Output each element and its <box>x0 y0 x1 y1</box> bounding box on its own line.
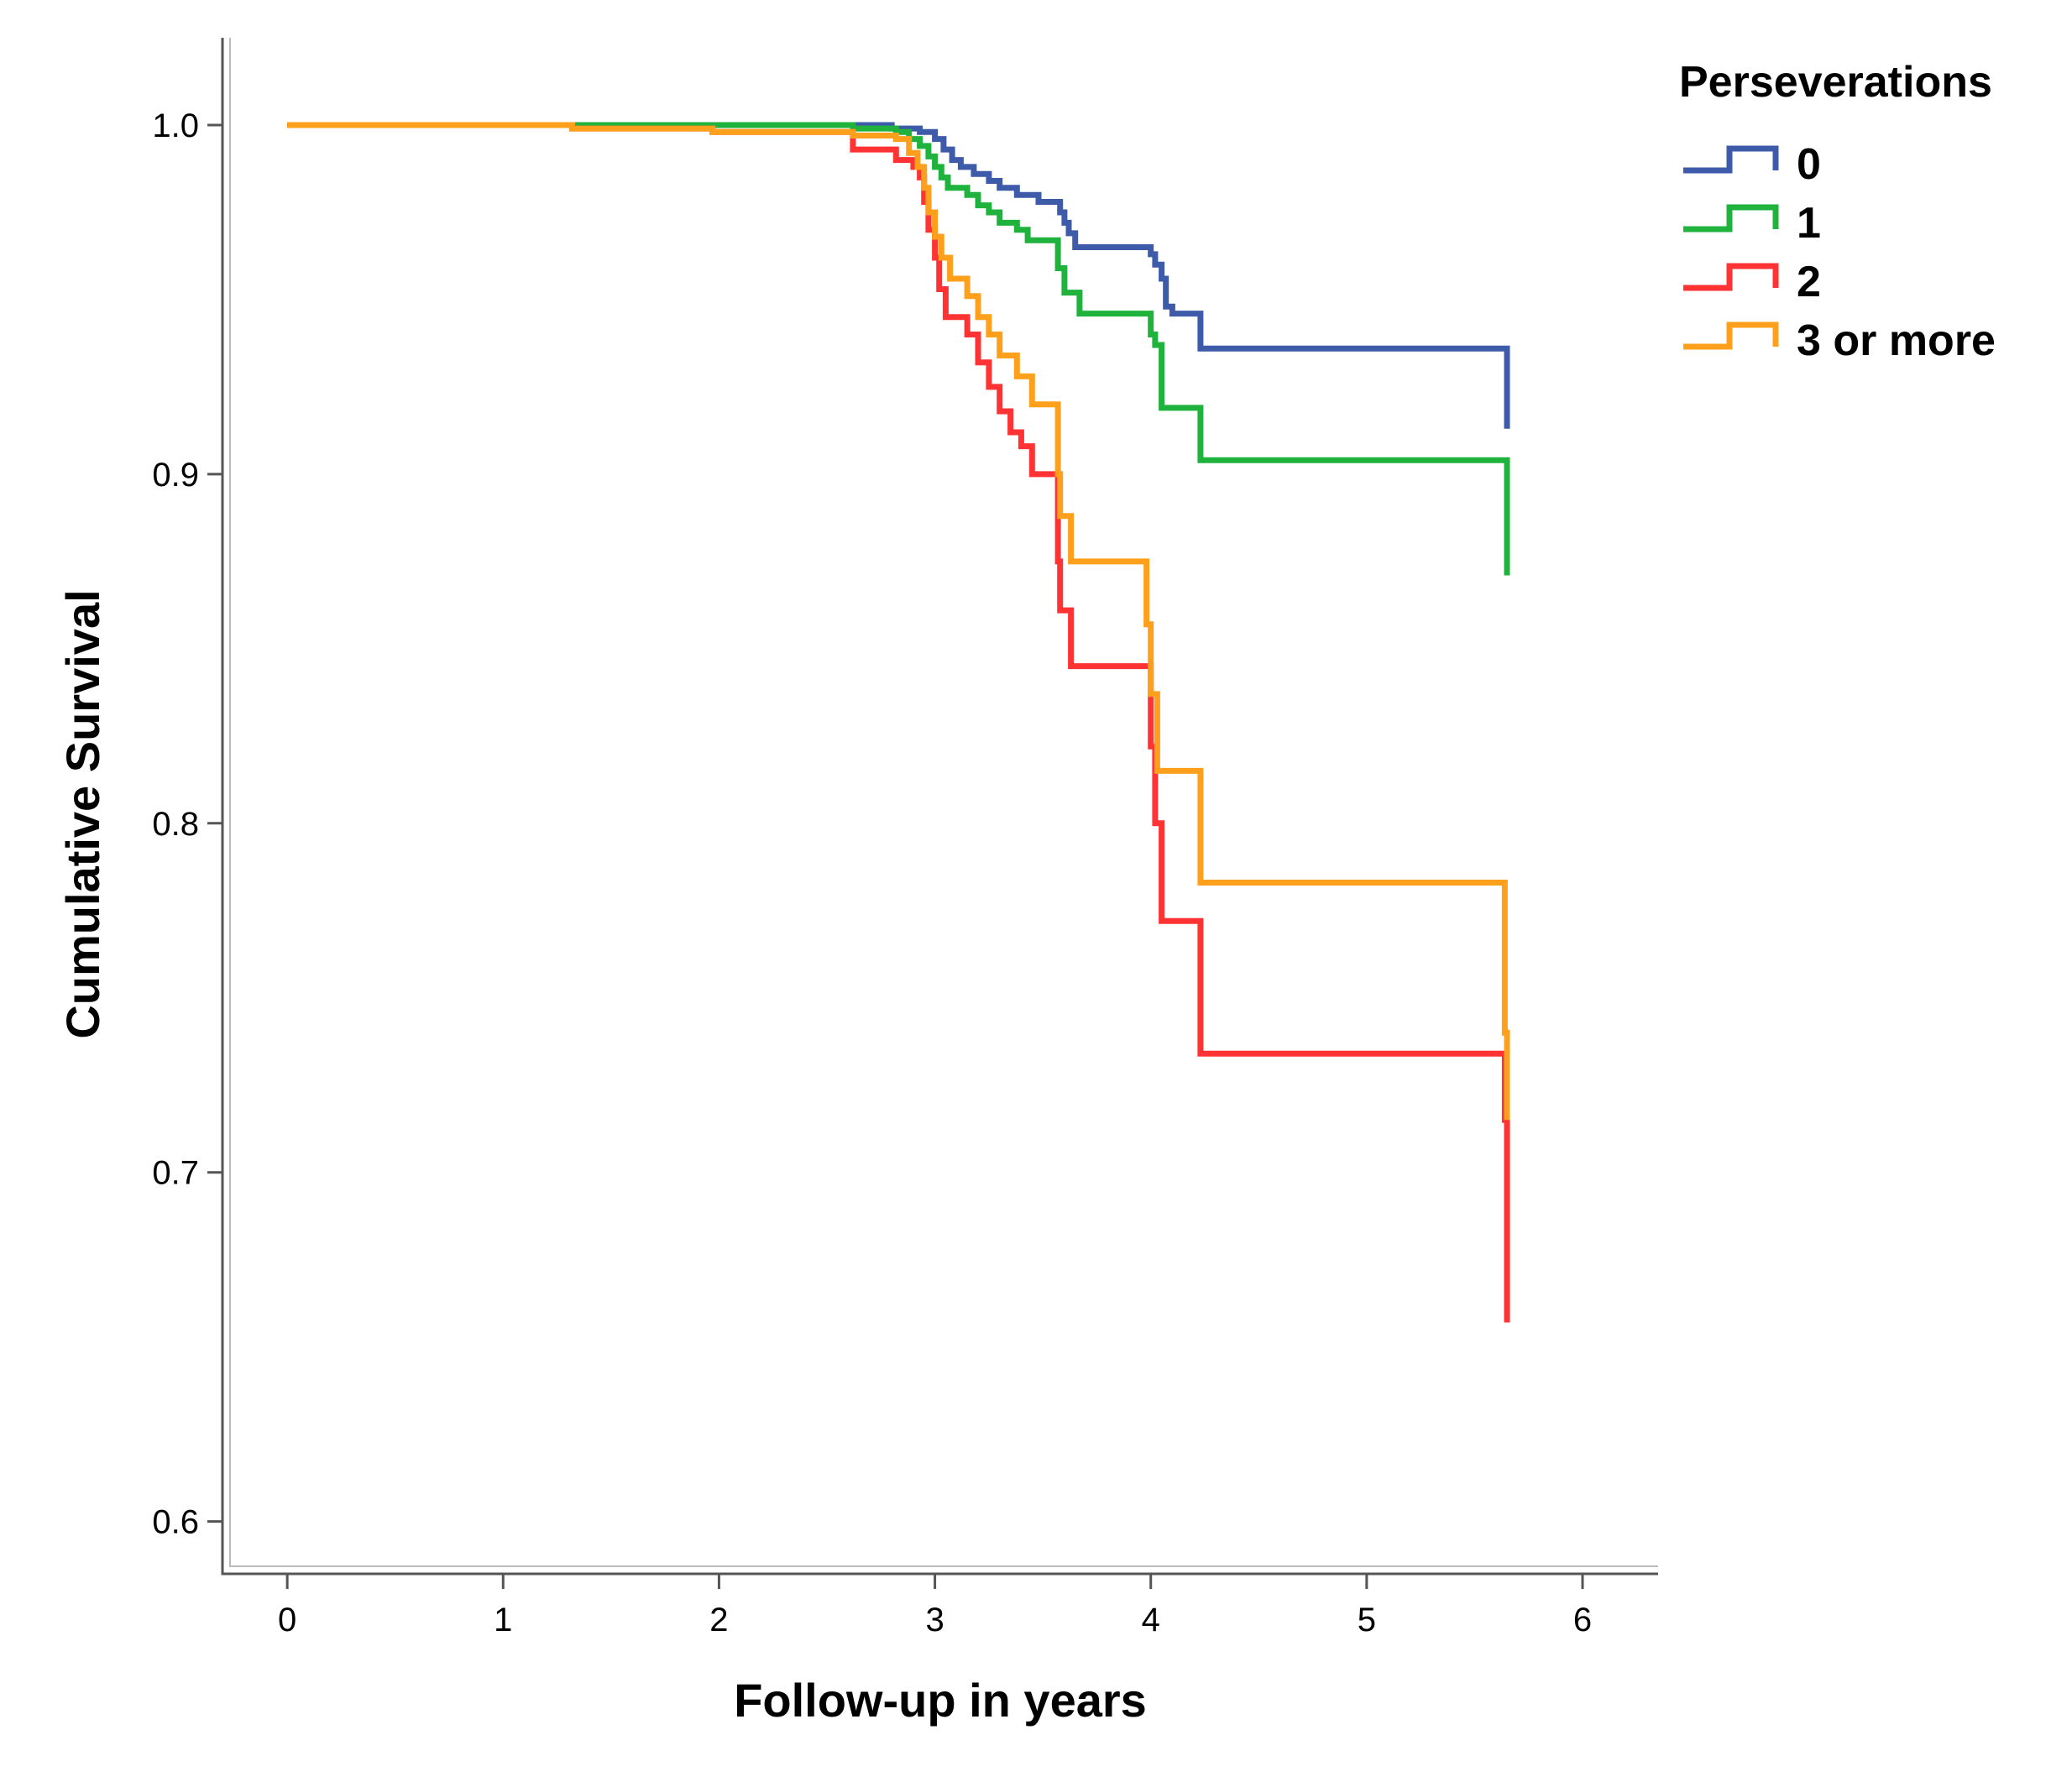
y-tick-label: 0.8 <box>152 806 199 843</box>
x-tick-label: 4 <box>1142 1602 1160 1638</box>
x-tick-label: 6 <box>1573 1602 1592 1638</box>
legend-swatch <box>1683 263 1779 291</box>
axes <box>221 38 1658 1576</box>
x-tick-label: 2 <box>709 1602 728 1638</box>
y-tick-label: 1.0 <box>152 107 199 144</box>
y-tick-label: 0.7 <box>152 1155 199 1192</box>
x-tick-label: 0 <box>278 1602 296 1638</box>
legend-label: 1 <box>1797 199 1821 248</box>
series-lines <box>287 122 1510 1323</box>
tick-marks: 0 1 2 3 4 5 6 0.6 0.7 0.8 0.9 1.0 <box>152 107 1592 1638</box>
x-tick-label: 3 <box>925 1602 944 1638</box>
series-line-3-or-more <box>287 122 1510 1121</box>
legend-title: Perseverations <box>1679 58 1992 107</box>
axis-frame-inner <box>229 38 1658 1567</box>
y-axis-title: Cumulative Survival <box>56 589 109 1038</box>
legend-label: 0 <box>1797 140 1821 189</box>
legend-swatch <box>1683 204 1779 233</box>
x-tick-label: 5 <box>1358 1602 1376 1638</box>
legend: Perseverations 0 1 2 3 or more <box>1679 58 1996 365</box>
series-line-2 <box>287 122 1510 1323</box>
legend-label: 3 or more <box>1797 316 1996 365</box>
legend-swatch <box>1683 321 1779 350</box>
y-tick-label: 0.9 <box>152 457 199 494</box>
y-tick-label: 0.6 <box>152 1504 199 1541</box>
x-tick-label: 1 <box>494 1602 512 1638</box>
series-line-0 <box>287 122 1510 429</box>
legend-label: 2 <box>1797 258 1821 306</box>
legend-swatch <box>1683 145 1779 174</box>
x-axis-title: Follow-up in years <box>734 1674 1147 1727</box>
series-line-1 <box>287 122 1510 576</box>
axis-frame <box>221 38 1658 1576</box>
